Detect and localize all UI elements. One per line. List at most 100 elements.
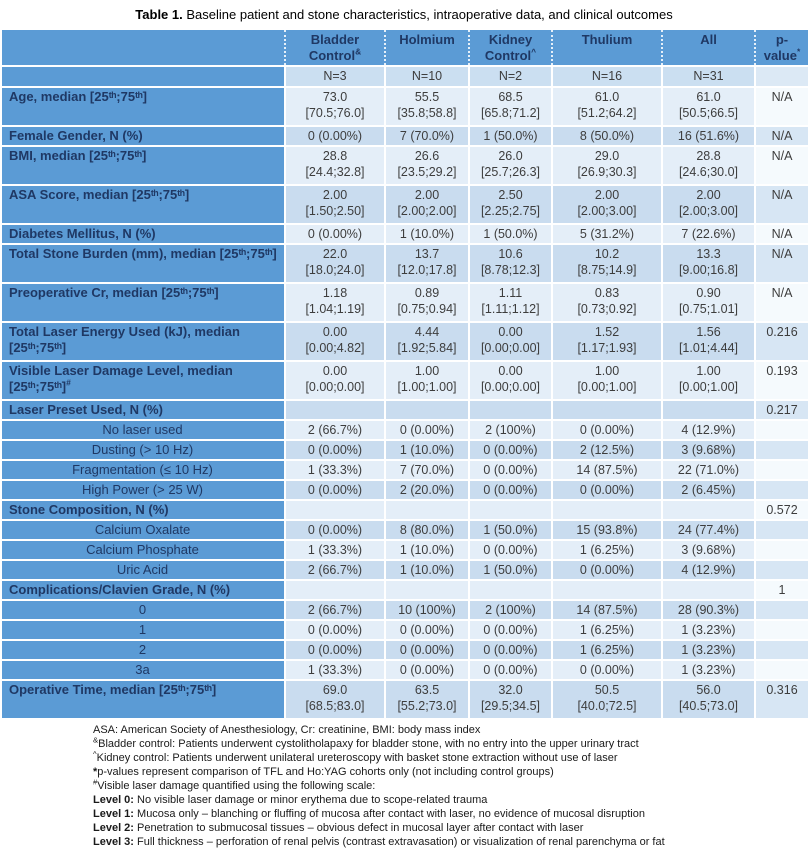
row-label-text: 3a [135, 662, 150, 677]
data-cell: 0.00 [0.00;0.00] [284, 360, 385, 400]
footnote-text: p-values represent comparison of TFL and… [97, 766, 554, 778]
p-value-cell: N/A [754, 243, 808, 283]
data-cell [384, 399, 469, 420]
footnote-line: ASA: American Society of Anesthesiology,… [93, 723, 802, 737]
row-label-text: Preoperative Cr, median [25ᵗʰ;75ᵗʰ] [9, 285, 219, 300]
data-cell: 55.5 [35.8;58.8] [384, 86, 469, 126]
sample-size-cell: N=31 [661, 65, 755, 87]
data-cell: 69.0 [68.5;83.0] [284, 679, 385, 718]
row-label: Total Stone Burden (mm), median [25ᵗʰ;75… [2, 243, 285, 283]
row-sublabel: High Power (> 25 W) [2, 479, 285, 500]
data-cell: 26.0 [25.7;26.3] [468, 145, 552, 185]
data-cell: 2 (6.45%) [661, 479, 755, 500]
footnote-line: Level 1: Mucosa only – blanching or fluf… [93, 807, 802, 821]
data-cell: 63.5 [55.2;73.0] [384, 679, 469, 718]
table-row: BMI, median [25ᵗʰ;75ᵗʰ] 28.8 [24.4;32.8] 2… [2, 145, 808, 185]
row-label-text: 2 [138, 642, 147, 657]
data-cell: 26.6 [23.5;29.2] [384, 145, 469, 185]
row-sublabel: 0 [2, 599, 285, 620]
row-label-text: Complications/Clavien Grade, N (%) [9, 582, 231, 597]
row-label-text: ASA Score, median [25ᵗʰ;75ᵗʰ] [9, 187, 190, 202]
data-cell: 28.8 [24.4;32.8] [284, 145, 385, 185]
baseline-characteristics-table: Bladder Control& Holmium Kidney Control^… [2, 30, 808, 718]
row-label-text: Calcium Oxalate [94, 522, 191, 537]
footnote-bold-prefix: Level 2: [93, 822, 134, 834]
row-label-text: Dusting (> 10 Hz) [91, 442, 194, 457]
data-cell: 15 (93.8%) [551, 519, 662, 540]
data-cell: 1 (33.3%) [284, 659, 385, 680]
row-label-text: Age, median [25ᵗʰ;75ᵗʰ] [9, 89, 148, 104]
data-cell: 10.6 [8.78;12.3] [468, 243, 552, 283]
sample-size-row-label-cell [2, 65, 285, 87]
table-row: Preoperative Cr, median [25ᵗʰ;75ᵗʰ] 1.18 … [2, 282, 808, 322]
data-cell: 73.0 [70.5;76.0] [284, 86, 385, 126]
data-cell: 0 (0.00%) [551, 419, 662, 440]
row-label-text: Operative Time, median [25ᵗʰ;75ᵗʰ] [9, 682, 217, 697]
table-title: Table 1. Baseline patient and stone char… [0, 0, 808, 30]
p-value-cell: 1 [754, 579, 808, 600]
data-cell: 14 (87.5%) [551, 599, 662, 620]
data-cell [468, 499, 552, 520]
data-cell: 2.00 [2.00;3.00] [661, 184, 755, 224]
data-cell: 32.0 [29.5;34.5] [468, 679, 552, 718]
data-cell: 10 (100%) [384, 599, 469, 620]
header-superscript: ^ [531, 46, 537, 57]
sample-size-cell: N=16 [551, 65, 662, 87]
sample-size-row: N=3 N=10 N=2 N=16 N=31 [2, 65, 808, 87]
p-value-cell: 0.193 [754, 360, 808, 400]
data-cell: 2 (100%) [468, 419, 552, 440]
row-label: Age, median [25ᵗʰ;75ᵗʰ] [2, 86, 285, 126]
data-cell: 0 (0.00%) [468, 539, 552, 560]
data-cell: 0 (0.00%) [384, 639, 469, 660]
table-subrow: 3a 1 (33.3%) 0 (0.00%) 0 (0.00%) 0 (0.00%) 1 … [2, 659, 808, 680]
data-cell: 2.00 [1.50;2.50] [284, 184, 385, 224]
row-sublabel: 2 [2, 639, 285, 660]
data-cell: 0 (0.00%) [284, 223, 385, 244]
data-cell: 5 (31.2%) [551, 223, 662, 244]
data-cell: 0 (0.00%) [284, 619, 385, 640]
data-cell: 0 (0.00%) [468, 639, 552, 660]
table-row: Total Laser Energy Used (kJ), median [25… [2, 321, 808, 361]
data-cell [384, 579, 469, 600]
p-value-cell: N/A [754, 125, 808, 146]
table-title-text: Baseline patient and stone characteristi… [182, 7, 673, 22]
row-sublabel: 1 [2, 619, 285, 640]
row-label-text: Uric Acid [116, 562, 169, 577]
data-cell: 13.3 [9.00;16.8] [661, 243, 755, 283]
row-label-text: BMI, median [25ᵗʰ;75ᵗʰ] [9, 148, 147, 163]
data-cell: 0 (0.00%) [284, 479, 385, 500]
table-title-number: Table 1. [135, 7, 183, 22]
data-cell: 1 (50.0%) [468, 559, 552, 580]
row-label-text: Calcium Phosphate [86, 542, 199, 557]
column-header-label: All [700, 32, 717, 47]
data-cell: 4 (12.9%) [661, 419, 755, 440]
footnote-bold-prefix: Level 3: [93, 836, 134, 848]
data-cell: 3 (9.68%) [661, 539, 755, 560]
data-cell: 1 (3.23%) [661, 619, 755, 640]
data-cell: 28.8 [24.6;30.0] [661, 145, 755, 185]
data-cell: 1.00 [1.00;1.00] [384, 360, 469, 400]
data-cell: 1 (6.25%) [551, 539, 662, 560]
row-label: Visible Laser Damage Level, median [25ᵗʰ… [2, 360, 285, 400]
data-cell [468, 579, 552, 600]
data-cell: 0 (0.00%) [384, 419, 469, 440]
row-label-text: Laser Preset Used, N (%) [9, 402, 163, 417]
row-label-text: Fragmentation (≤ 10 Hz) [72, 462, 213, 477]
column-header-label: Holmium [399, 32, 455, 47]
data-cell: 0 (0.00%) [468, 439, 552, 460]
data-cell: 4 (12.9%) [661, 559, 755, 580]
footnote-bold-prefix: * [93, 766, 98, 778]
row-sublabel: Uric Acid [2, 559, 285, 580]
data-cell: 7 (70.0%) [384, 459, 469, 480]
data-cell: 24 (77.4%) [661, 519, 755, 540]
data-cell: 8 (50.0%) [551, 125, 662, 146]
p-value-cell: 0.216 [754, 321, 808, 361]
row-sublabel: No laser used [2, 419, 285, 440]
row-label-text: 0 [138, 602, 147, 617]
data-cell: 1.11 [1.11;1.12] [468, 282, 552, 322]
table-row: Laser Preset Used, N (%) 0.217 [2, 399, 808, 420]
row-label-text: Female Gender, N (%) [9, 128, 143, 143]
data-cell: 1 (50.0%) [468, 223, 552, 244]
data-cell: 0.00 [0.00;0.00] [468, 321, 552, 361]
